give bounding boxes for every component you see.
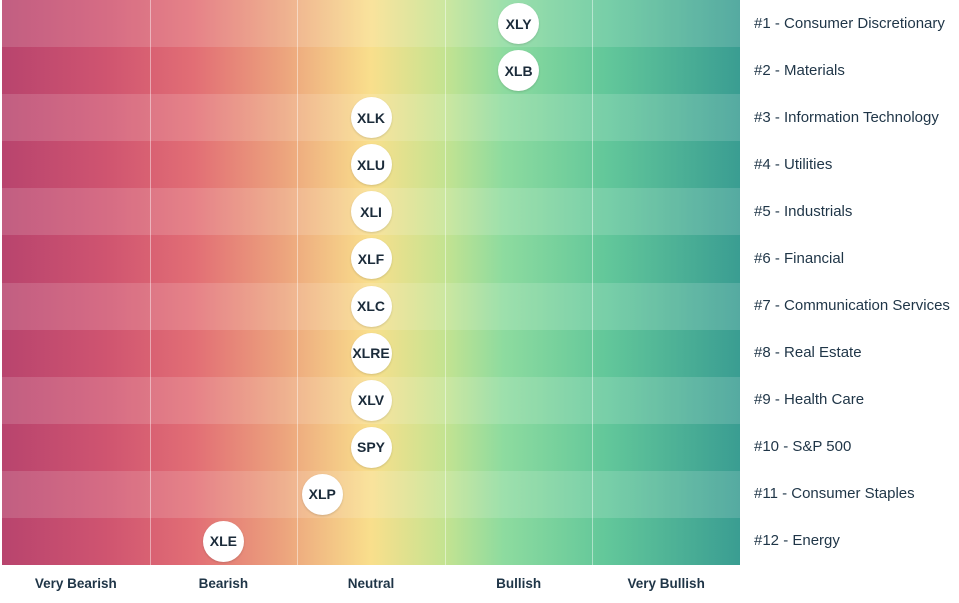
row-band bbox=[2, 47, 740, 94]
category-divider bbox=[297, 0, 299, 565]
category-divider bbox=[444, 0, 446, 565]
ticker-bubble: XLI bbox=[350, 191, 392, 233]
ticker-bubble: SPY bbox=[350, 426, 392, 468]
ticker-bubble: XLP bbox=[301, 473, 343, 515]
row-band bbox=[2, 0, 740, 48]
sentiment-heatmap: XLY XLB XLK XLU XLI XLF XLC XLRE XLV SPY XLP XLE bbox=[2, 0, 740, 565]
sector-label: #7 - Communication Services bbox=[754, 297, 950, 315]
ticker-bubble: XLE bbox=[202, 520, 244, 562]
sentiment-gradient bbox=[2, 0, 740, 565]
sector-label: #6 - Financial bbox=[754, 249, 845, 267]
ticker-bubble: XLY bbox=[498, 3, 540, 45]
x-tick-label: Bullish bbox=[496, 576, 542, 591]
x-tick-label: Bearish bbox=[198, 576, 249, 591]
sector-label: #10 - S&P 500 bbox=[754, 438, 852, 456]
ticker-bubble: XLC bbox=[350, 285, 392, 327]
x-tick-label: Very Bearish bbox=[34, 576, 117, 591]
ticker-bubble: XLK bbox=[350, 97, 392, 139]
category-divider bbox=[149, 0, 151, 565]
sector-label: #9 - Health Care bbox=[754, 391, 865, 409]
x-tick-label: Neutral bbox=[347, 576, 395, 591]
row-band bbox=[2, 470, 740, 518]
sector-label: #5 - Industrials bbox=[754, 202, 853, 220]
ticker-bubble: XLU bbox=[350, 144, 392, 186]
sector-label: #1 - Consumer Discretionary bbox=[754, 14, 945, 32]
ticker-bubble: XLF bbox=[350, 238, 392, 280]
sector-label: #12 - Energy bbox=[754, 532, 840, 550]
category-divider bbox=[592, 0, 594, 565]
sector-label: #8 - Real Estate bbox=[754, 344, 862, 362]
row-band bbox=[2, 518, 740, 565]
sector-label: #4 - Utilities bbox=[754, 155, 833, 173]
sector-label: #2 - Materials bbox=[754, 61, 845, 79]
ticker-bubble: XLV bbox=[350, 379, 392, 421]
sector-label: #11 - Consumer Staples bbox=[754, 485, 915, 503]
sector-label: #3 - Information Technology bbox=[754, 108, 939, 126]
ticker-bubble: XLB bbox=[498, 50, 540, 92]
ticker-bubble: XLRE bbox=[350, 332, 392, 374]
x-tick-label: Very Bullish bbox=[627, 576, 705, 591]
